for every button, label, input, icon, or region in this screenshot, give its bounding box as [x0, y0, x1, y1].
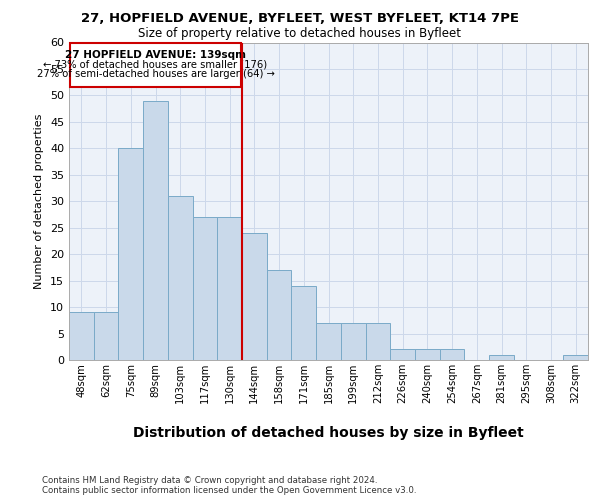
Bar: [118, 148, 143, 360]
Text: 27, HOPFIELD AVENUE, BYFLEET, WEST BYFLEET, KT14 7PE: 27, HOPFIELD AVENUE, BYFLEET, WEST BYFLE…: [81, 12, 519, 26]
Bar: [563, 354, 588, 360]
Text: Distribution of detached houses by size in Byfleet: Distribution of detached houses by size …: [133, 426, 524, 440]
Bar: [365, 323, 390, 360]
Bar: [440, 350, 464, 360]
Bar: [143, 100, 168, 360]
Bar: [316, 323, 341, 360]
Bar: [168, 196, 193, 360]
Bar: [193, 217, 217, 360]
Bar: [415, 350, 440, 360]
Bar: [242, 233, 267, 360]
Text: Contains HM Land Registry data © Crown copyright and database right 2024.: Contains HM Land Registry data © Crown c…: [42, 476, 377, 485]
Bar: [267, 270, 292, 360]
Bar: [390, 350, 415, 360]
FancyBboxPatch shape: [70, 42, 241, 88]
Bar: [94, 312, 118, 360]
Text: 27 HOPFIELD AVENUE: 139sqm: 27 HOPFIELD AVENUE: 139sqm: [65, 50, 246, 60]
Text: 27% of semi-detached houses are larger (64) →: 27% of semi-detached houses are larger (…: [37, 69, 274, 79]
Y-axis label: Number of detached properties: Number of detached properties: [34, 114, 44, 289]
Text: ← 73% of detached houses are smaller (176): ← 73% of detached houses are smaller (17…: [43, 60, 268, 70]
Bar: [489, 354, 514, 360]
Bar: [217, 217, 242, 360]
Bar: [341, 323, 365, 360]
Bar: [292, 286, 316, 360]
Bar: [69, 312, 94, 360]
Text: Contains public sector information licensed under the Open Government Licence v3: Contains public sector information licen…: [42, 486, 416, 495]
Text: Size of property relative to detached houses in Byfleet: Size of property relative to detached ho…: [139, 28, 461, 40]
